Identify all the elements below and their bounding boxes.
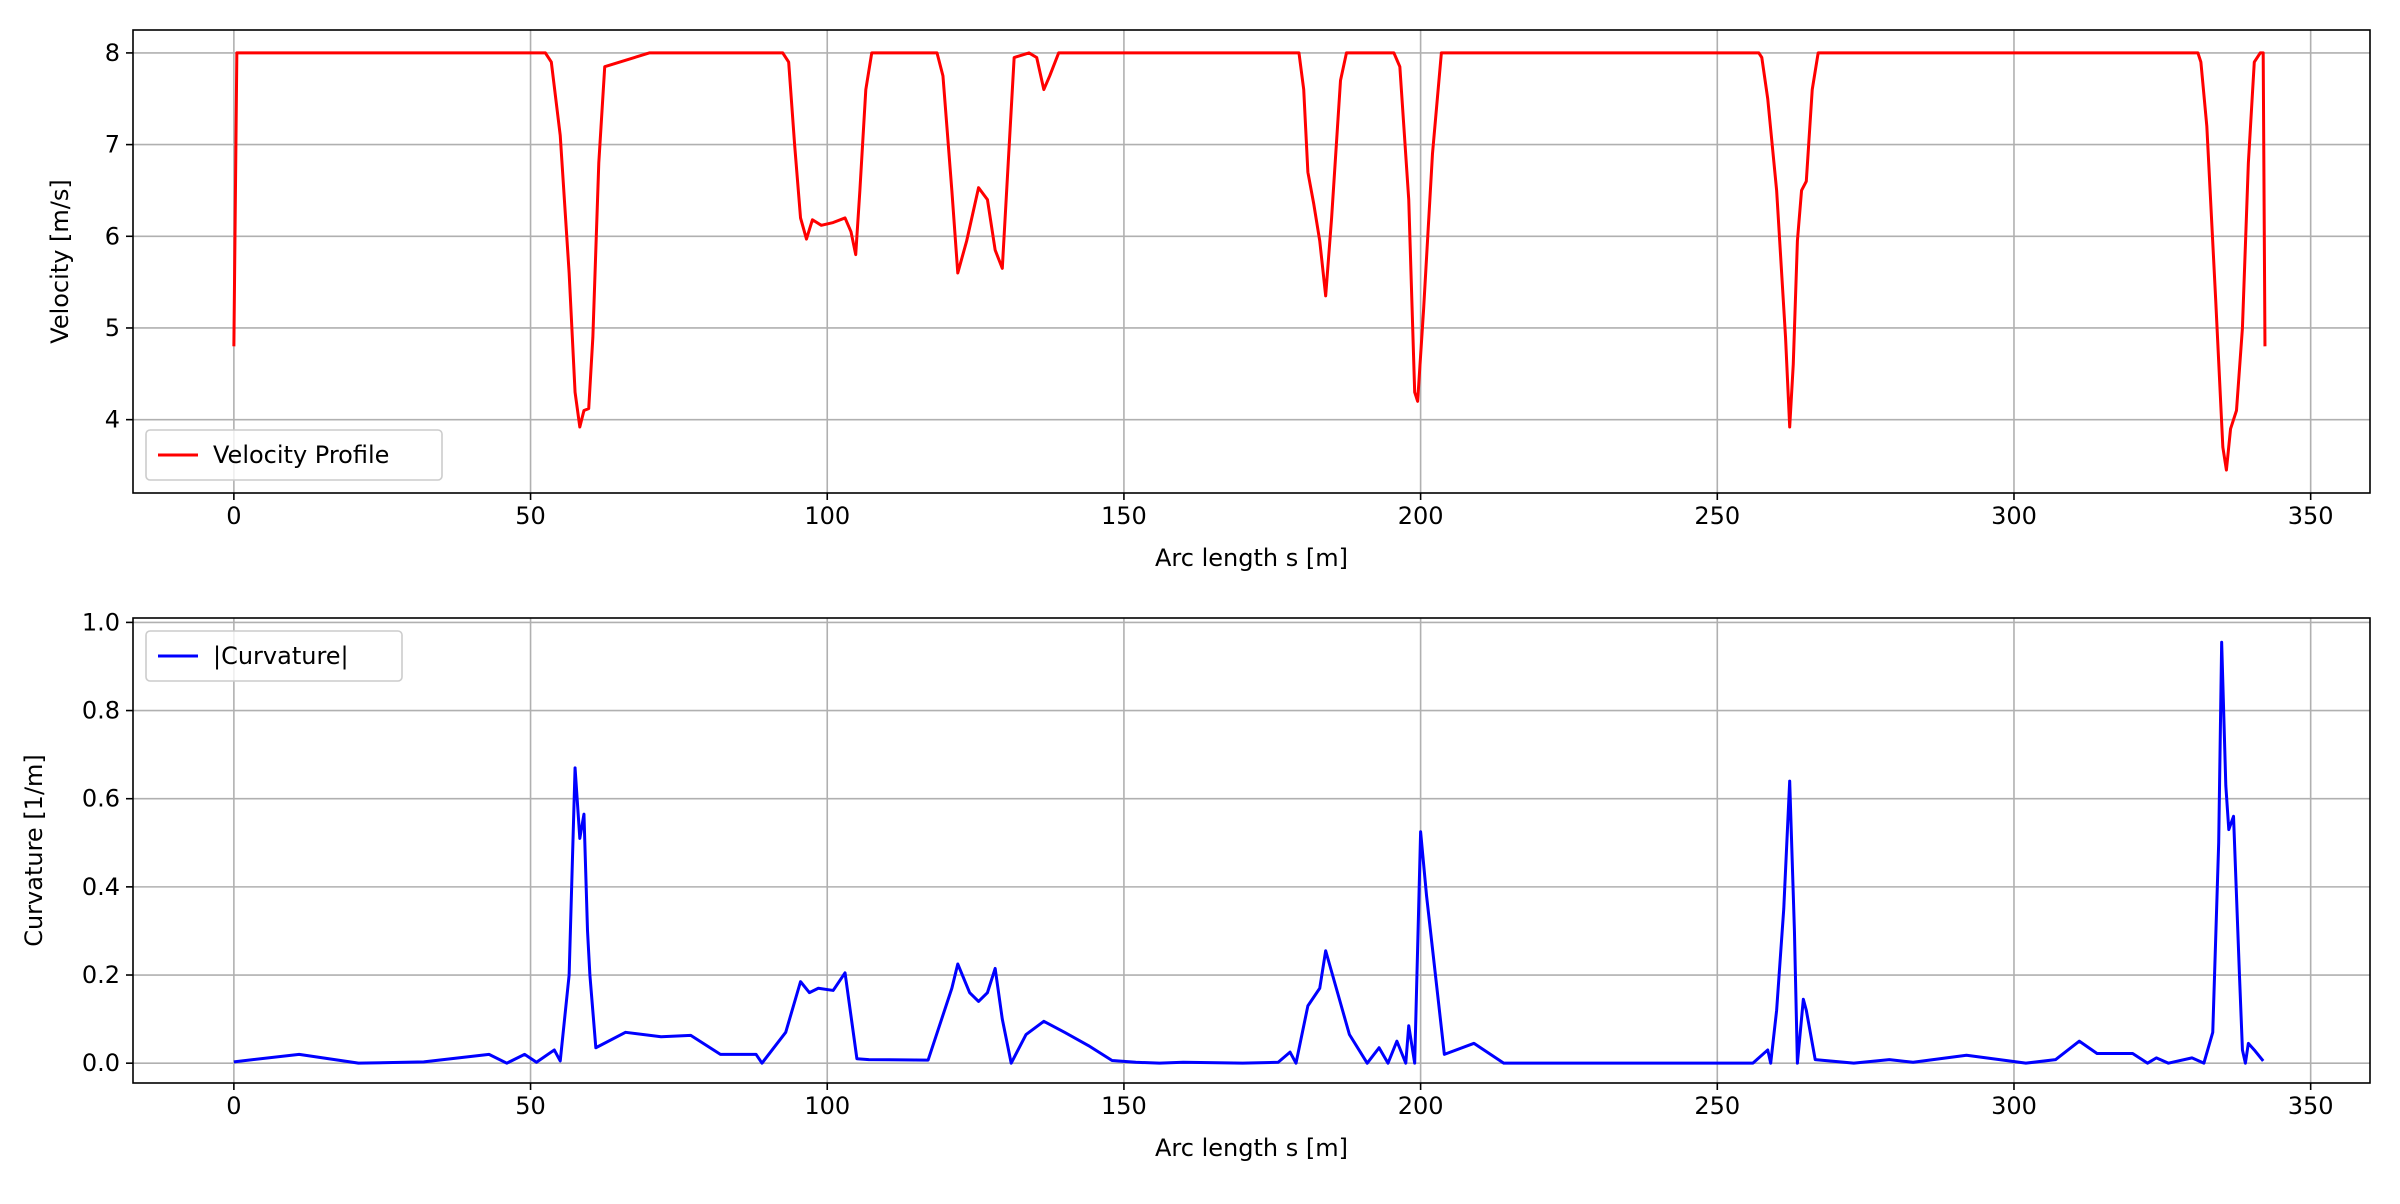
x-tick-label: 200 (1398, 502, 1444, 530)
x-tick-label: 50 (515, 502, 546, 530)
x-tick-label: 300 (1991, 502, 2037, 530)
x-tick-label: 50 (515, 1092, 546, 1120)
x-tick-label: 350 (2288, 502, 2334, 530)
y-tick-label: 0.6 (82, 785, 120, 813)
y-axis-label: Velocity [m/s] (46, 179, 74, 343)
x-tick-label: 0 (226, 502, 241, 530)
series-line-1 (232, 51, 2267, 472)
y-tick-label: 6 (105, 222, 120, 250)
y-tick-label: 4 (105, 406, 120, 434)
x-tick-label: 150 (1101, 502, 1147, 530)
axes-frame (132, 617, 2371, 1084)
subplot-2: 0 50 100 150 200 250 300 350 0.0 0.2 0.4 0.6 0.8 1.0 A… (20, 608, 2371, 1162)
x-tick-label: 150 (1101, 1092, 1147, 1120)
x-tick-label: 250 (1694, 1092, 1740, 1120)
y-tick-label: 0.2 (82, 961, 120, 989)
series-line-1 (233, 640, 2265, 1065)
y-tick-label: 0.0 (82, 1049, 120, 1077)
y-tick-label: 8 (105, 39, 120, 67)
x-tick-label: 250 (1694, 502, 1740, 530)
legend: |Curvature| (145, 630, 403, 682)
legend-label: Velocity Profile (213, 441, 389, 469)
y-axis-label: Curvature [1/m] (20, 754, 48, 947)
x-tick-label: 350 (2288, 1092, 2334, 1120)
y-tick-label: 0.8 (82, 697, 120, 725)
x-axis-label: Arc length s [m] (1155, 544, 1348, 572)
x-axis-label: Arc length s [m] (1155, 1134, 1348, 1162)
y-tick-label: 0.4 (82, 873, 120, 901)
axes-frame (132, 29, 2371, 494)
legend-box (145, 630, 403, 682)
subplot-1: 0 50 100 150 200 250 300 350 4 5 6 7 8 Arc length s [… (46, 29, 2371, 572)
legend-label: |Curvature| (213, 642, 349, 670)
legend: Velocity Profile (145, 429, 443, 481)
y-tick-label: 5 (105, 314, 120, 342)
x-tick-label: 100 (804, 1092, 850, 1120)
legend-box (145, 429, 443, 481)
x-tick-label: 200 (1398, 1092, 1444, 1120)
x-tick-label: 0 (226, 1092, 241, 1120)
x-tick-label: 100 (804, 502, 850, 530)
y-tick-label: 7 (105, 131, 120, 159)
x-tick-label: 300 (1991, 1092, 2037, 1120)
y-tick-label: 1.0 (82, 608, 120, 636)
